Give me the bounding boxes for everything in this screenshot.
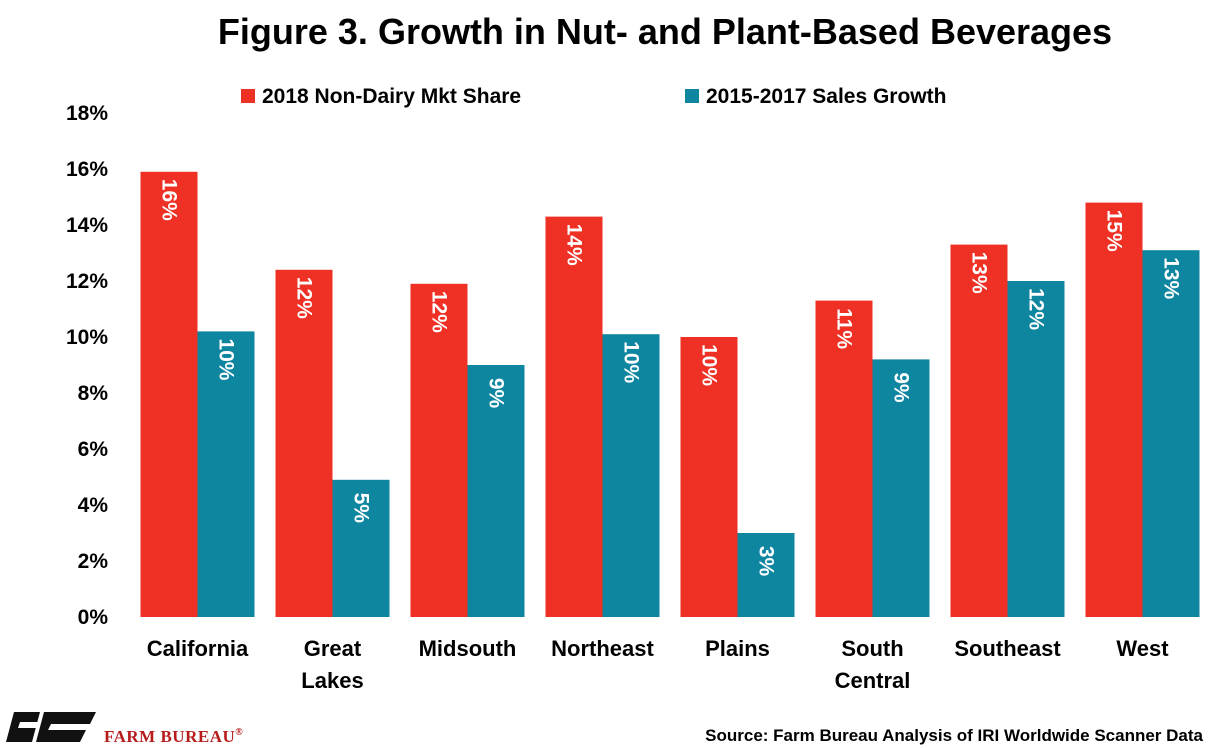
bar-non-dairy-mkt-share: [815, 300, 873, 617]
bar-sales-growth: [737, 533, 795, 617]
bar-data-label: 3%: [755, 546, 778, 577]
farm-bureau-logo: [6, 712, 96, 742]
chart-title: Figure 3. Growth in Nut- and Plant-Based…: [218, 11, 1112, 52]
bar-data-label: 12%: [1025, 288, 1048, 330]
bar-sales-growth: [467, 365, 525, 617]
y-tick-label: 12%: [66, 270, 108, 293]
bar-data-label: 10%: [215, 338, 238, 380]
bar-data-label: 12%: [428, 291, 451, 333]
y-tick-label: 4%: [78, 494, 109, 517]
bar-sales-growth: [872, 359, 930, 617]
bar-data-label: 10%: [698, 344, 721, 386]
bar-data-label: 9%: [485, 378, 508, 409]
legend-label-non-dairy-mkt-share: 2018 Non-Dairy Mkt Share: [262, 85, 521, 108]
y-tick-label: 0%: [78, 606, 109, 629]
bar-data-label: 14%: [563, 224, 586, 266]
x-category-label: California: [147, 636, 249, 661]
bar-sales-growth: [1142, 250, 1200, 617]
bar-sales-growth: [332, 479, 390, 617]
y-axis: 0% 2% 4% 6% 8% 10% 12% 14% 16% 18%: [66, 102, 108, 629]
y-tick-label: 14%: [66, 214, 108, 237]
y-tick-label: 10%: [66, 326, 108, 349]
x-category-label: Great Lakes: [301, 636, 363, 693]
x-category-label: Northeast: [551, 636, 654, 661]
legend-label-sales-growth: 2015-2017 Sales Growth: [706, 85, 946, 108]
y-tick-label: 6%: [78, 438, 109, 461]
bar-non-dairy-mkt-share: [950, 244, 1008, 617]
x-category-label: Midsouth: [419, 636, 517, 661]
bar-non-dairy-mkt-share: [1085, 202, 1143, 617]
y-tick-label: 2%: [78, 550, 109, 573]
y-tick-label: 8%: [78, 382, 109, 405]
legend-swatch-non-dairy-mkt-share: [241, 89, 255, 103]
bar-data-label: 5%: [350, 493, 373, 524]
y-tick-label: 18%: [66, 102, 108, 125]
bar-data-label: 12%: [293, 277, 316, 319]
bar-data-label: 13%: [1160, 257, 1183, 299]
bar-data-label: 10%: [620, 341, 643, 383]
x-category-label: South Central: [835, 636, 911, 693]
bar-data-label: 13%: [968, 252, 991, 294]
bar-data-label: 15%: [1103, 210, 1126, 252]
bars: [140, 171, 1200, 618]
bar-data-label: 16%: [158, 179, 181, 221]
bar-sales-growth: [602, 334, 660, 617]
source-note: Source: Farm Bureau Analysis of IRI Worl…: [705, 726, 1203, 745]
bar-data-label: 11%: [833, 308, 856, 349]
legend-swatch-sales-growth: [685, 89, 699, 103]
x-category-label: West: [1116, 636, 1169, 661]
bar-non-dairy-mkt-share: [680, 337, 738, 617]
footer: FARM BUREAU® Source: Farm Bureau Analysi…: [6, 712, 1204, 746]
bar-labels: 16% 10% 12% 5% 12% 9% 14% 10% 10% 3% 11% 9% 13% 12% 15…: [158, 179, 1183, 577]
x-axis: California Great Lakes Midsouth Northeast Pla…: [147, 636, 1169, 693]
x-category-label: Plains: [705, 636, 770, 661]
bar-non-dairy-mkt-share: [275, 269, 333, 617]
bar-data-label: 9%: [890, 372, 913, 403]
brand-name: FARM BUREAU®: [104, 727, 243, 746]
bar-non-dairy-mkt-share: [410, 283, 468, 617]
bar-sales-growth: [197, 331, 255, 617]
bar-sales-growth: [1007, 281, 1065, 617]
legend: 2018 Non-Dairy Mkt Share 2015-2017 Sales…: [241, 85, 946, 108]
x-category-label: Southeast: [954, 636, 1061, 661]
bar-non-dairy-mkt-share: [140, 171, 198, 618]
bar-non-dairy-mkt-share: [545, 216, 603, 617]
y-tick-label: 16%: [66, 158, 108, 181]
